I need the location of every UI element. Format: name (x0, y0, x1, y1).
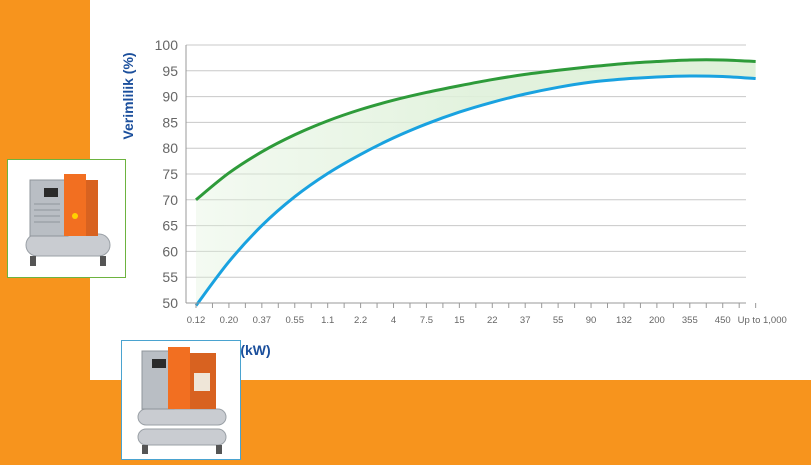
chart-card: 100 95 90 85 80 75 70 65 60 55 50 0.12 0.20 0.37 0.55… (90, 0, 811, 380)
y-tick-label: 50 (162, 295, 178, 311)
x-tick-label: 0.55 (286, 315, 305, 326)
x-tick-label: 90 (586, 315, 597, 326)
compressor-product-image (122, 341, 240, 459)
y-tick-label: 75 (162, 166, 178, 182)
x-tick-label: 7.5 (420, 315, 433, 326)
efficiency-band-area (196, 59, 756, 306)
x-tick-label: Up to 1,000 (738, 315, 787, 326)
series-lines (194, 58, 756, 307)
y-tick-label: 90 (162, 89, 178, 105)
x-tick-label: 15 (454, 315, 465, 326)
x-tick-label: 4 (391, 315, 396, 326)
x-tick-label: 0.37 (253, 315, 271, 326)
x-tick-label: 355 (682, 315, 698, 326)
tank-mounted-compressor-photo (7, 159, 126, 278)
y-tick-label: 65 (162, 218, 178, 234)
x-tick-label: 22 (487, 315, 498, 326)
y-tick-label: 55 (162, 269, 178, 285)
x-tick-label: 132 (616, 315, 632, 326)
y-axis-title: Verimlilik (%) (120, 52, 136, 139)
x-tick-label: 1.1 (321, 315, 334, 326)
x-tick-label: 450 (715, 315, 731, 326)
twin-tank-compressor-photo (121, 340, 241, 460)
y-tick-label: 80 (162, 140, 178, 156)
compressor-product-image (8, 160, 125, 277)
x-tick-label: 200 (649, 315, 665, 326)
x-tick-label: 55 (553, 315, 564, 326)
y-tick-label: 60 (162, 243, 178, 259)
efficiency-chart: 100 95 90 85 80 75 70 65 60 55 50 0.12 0.20 0.37 0.55… (120, 37, 787, 358)
x-tick-label: 2.2 (354, 315, 367, 326)
x-tick-label: 0.20 (220, 315, 239, 326)
lower-efficiency-line (194, 74, 756, 307)
y-tick-label: 95 (162, 63, 178, 79)
efficiency-band (196, 59, 756, 306)
y-tick-label: 70 (162, 192, 178, 208)
x-tick-label: 37 (520, 315, 531, 326)
axes (185, 45, 757, 308)
y-tick-labels: 100 95 90 85 80 75 70 65 60 55 50 (155, 37, 179, 311)
y-tick-label: 100 (155, 37, 179, 53)
x-tick-label: 0.12 (187, 315, 206, 326)
y-tick-label: 85 (162, 114, 178, 130)
upper-efficiency-line (195, 58, 756, 201)
x-tick-labels: 0.12 0.20 0.37 0.55 1.1 2.2 4 7.5 15 22 37 55 90 132 2… (187, 315, 787, 326)
